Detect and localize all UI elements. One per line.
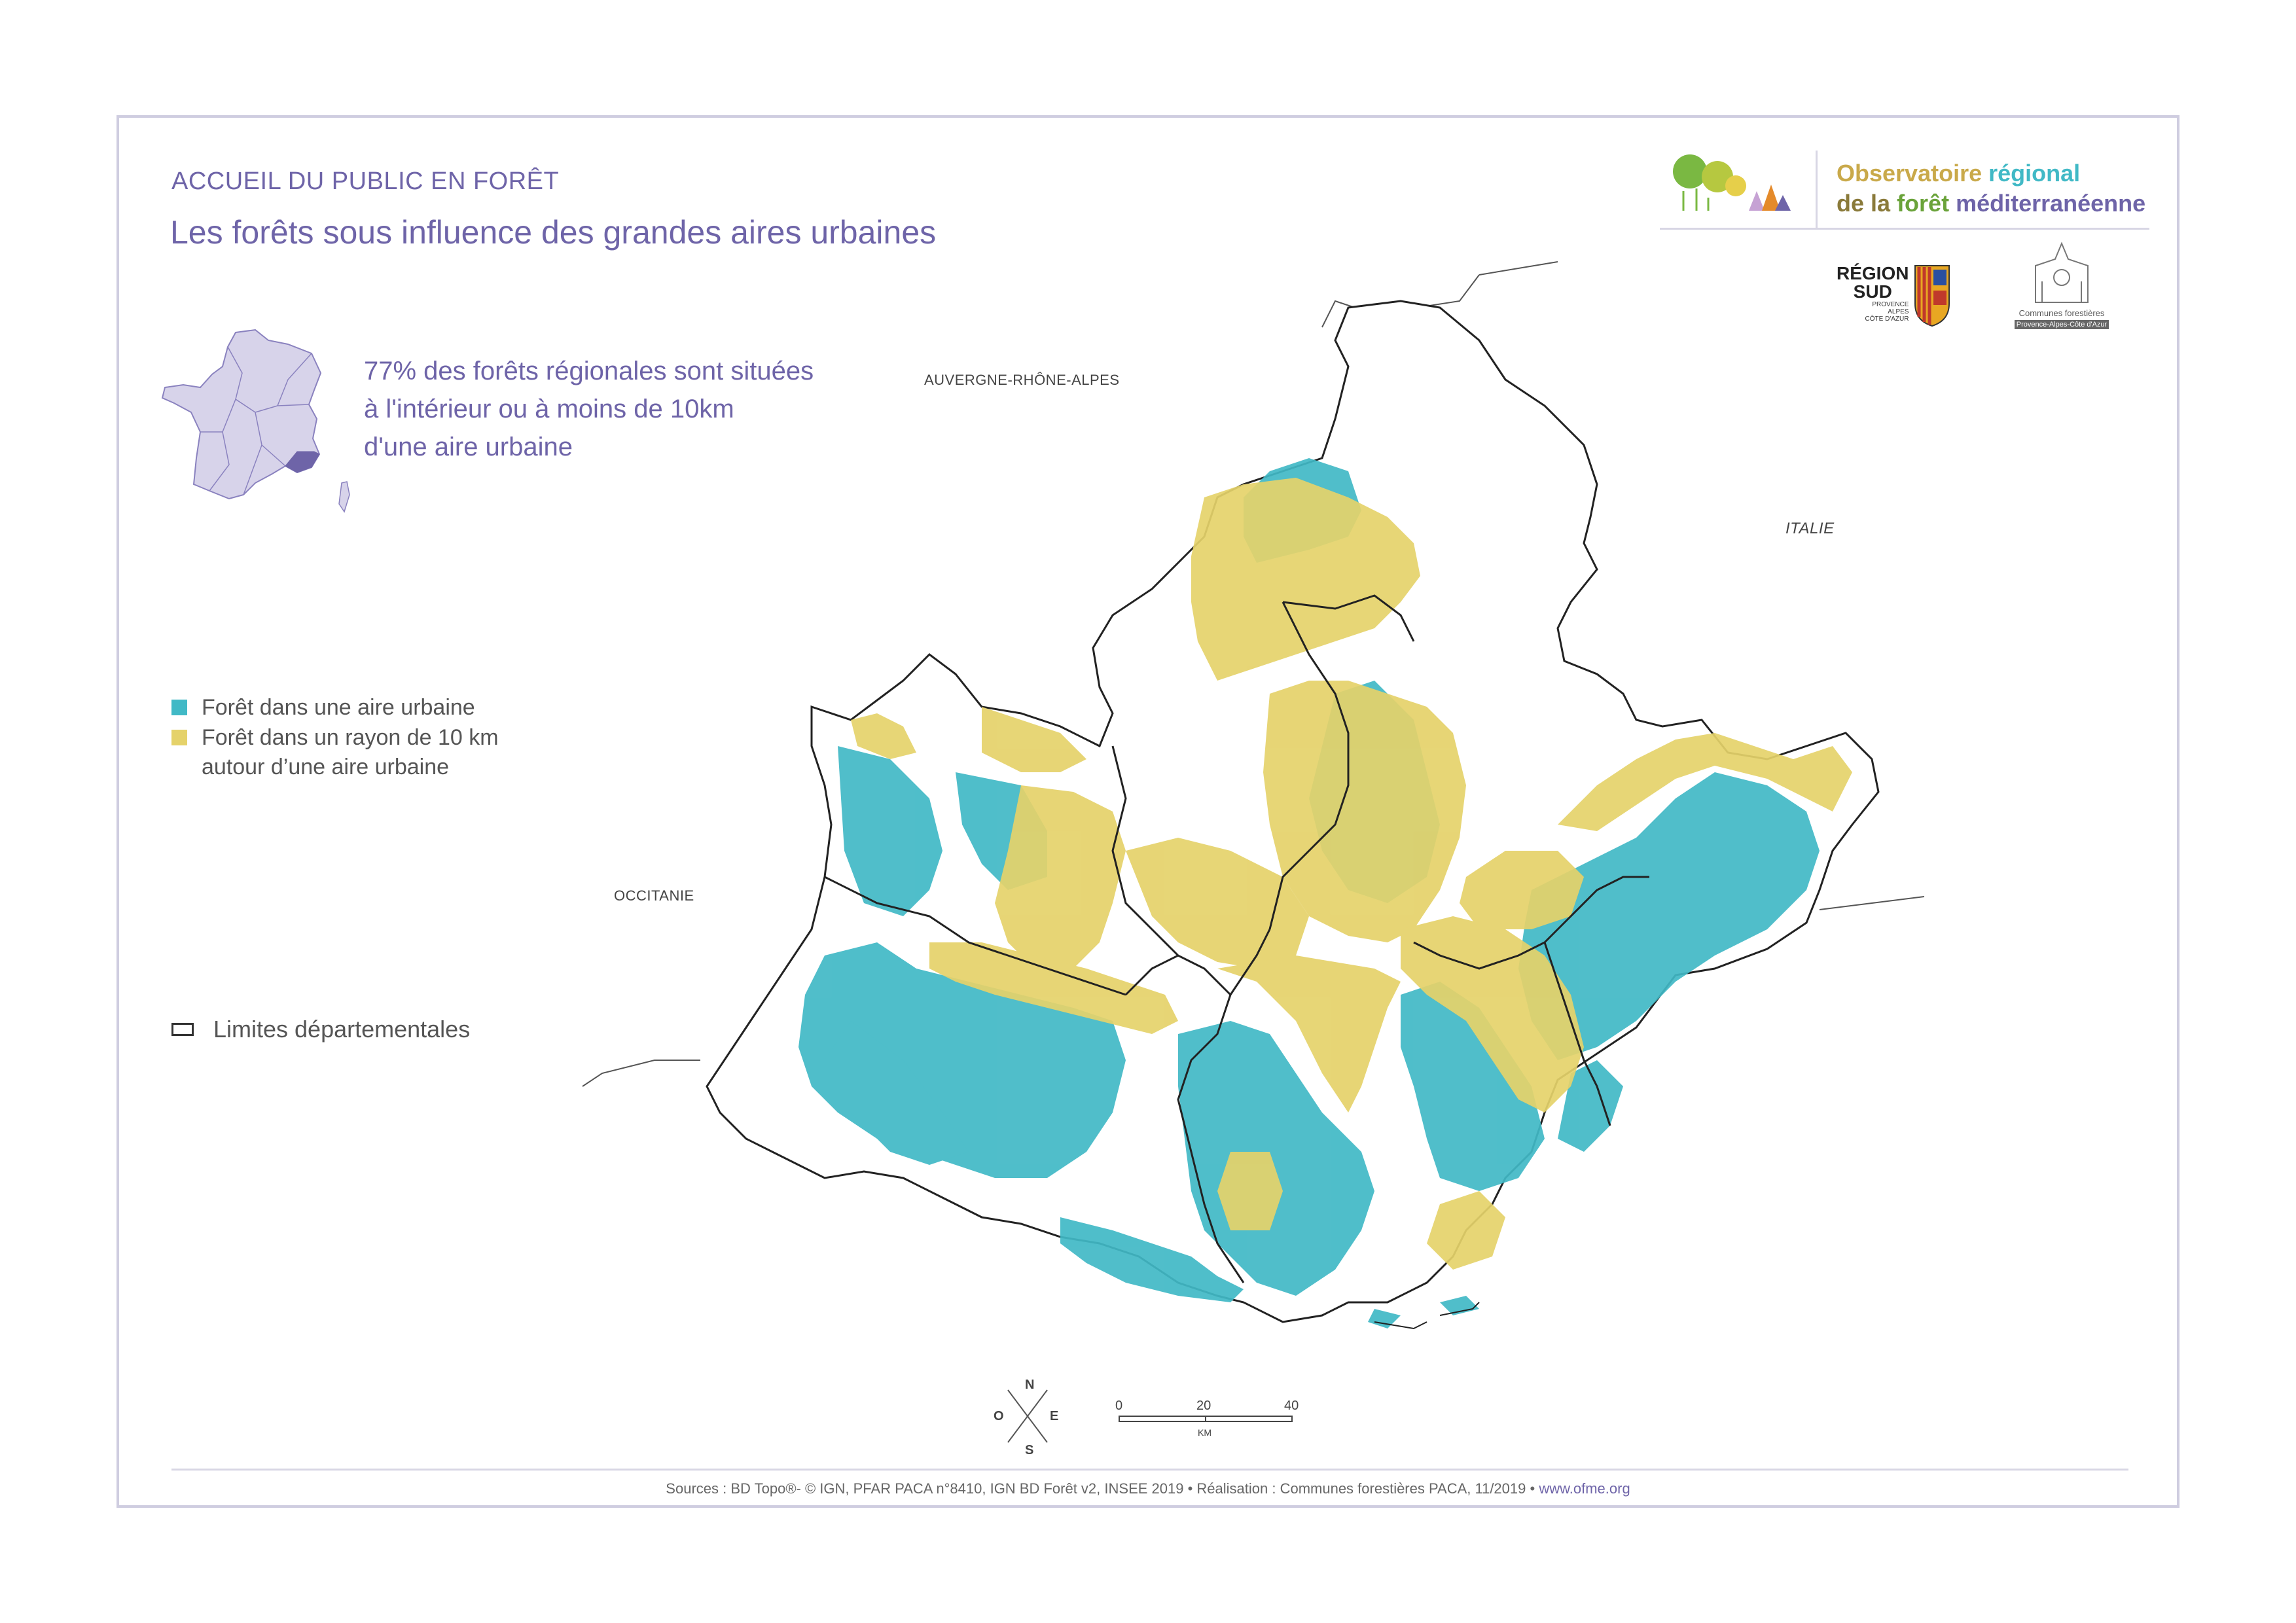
legend-label-limits: Limites départementales [213, 1016, 471, 1043]
scale-tick-40: 40 [1284, 1399, 1299, 1413]
communes-tag: Provence-Alpes-Côte d'Azur [2014, 320, 2109, 329]
legend-item-limits: Limites départementales [171, 1016, 470, 1043]
region-line-3: PROVENCE [1872, 301, 1909, 308]
buffer-forest-areas [851, 478, 1852, 1270]
logo-rule [1660, 228, 2149, 230]
compass-n: N [1025, 1378, 1034, 1392]
legend-item-buffer: Forêt dans un rayon de 10 km [171, 722, 499, 753]
communes-name: Communes forestières [2018, 308, 2105, 318]
label-occitanie: OCCITANIE [614, 887, 694, 904]
compass-s: S [1025, 1443, 1033, 1455]
page-frame [117, 115, 2179, 1508]
communes-building-icon [2035, 241, 2089, 303]
logo-separator [1816, 151, 1818, 228]
compass-e: E [1050, 1409, 1058, 1423]
stat-line-1: 77% des forêts régionales sont situées [364, 357, 814, 385]
stat-text: 77% des forêts régionales sont situées à… [364, 352, 814, 466]
urban-forest-swatch [171, 700, 187, 715]
communes-forestieres-logo: Communes forestières Provence-Alpes-Côte… [2004, 240, 2119, 330]
ofme-word-2: régional [1988, 160, 2081, 187]
label-auvergne: AUVERGNE-RHÔNE-ALPES [924, 372, 1120, 388]
footer-url[interactable]: www.ofme.org [1539, 1480, 1630, 1497]
map-title: Les forêts sous influence des grandes ai… [170, 214, 937, 251]
region-line-1: RÉGION [1837, 263, 1909, 283]
label-italie: ITALIE [1785, 520, 1835, 537]
limits-swatch [171, 1023, 194, 1036]
region-shield-icon [1914, 265, 1950, 327]
department-boundaries [824, 594, 1649, 1283]
region-line-5: CÔTE D'AZUR [1865, 315, 1909, 323]
scale-tick-0: 0 [1115, 1399, 1122, 1413]
ofme-word-4: forêt [1897, 190, 1950, 217]
region-line-2: SUD [1853, 281, 1892, 302]
compass-rose-icon: N S E O [994, 1378, 1058, 1455]
footer-sources: Sources : BD Topo®- © IGN, PFAR PACA n°8… [666, 1480, 1539, 1497]
footer-rule [171, 1469, 2128, 1471]
legend-label-buffer-1: Forêt dans un rayon de 10 km [202, 724, 499, 750]
ofme-word-3: de la [1837, 190, 1891, 217]
legend-item-urban: Forêt dans une aire urbaine [171, 692, 499, 722]
coast-islands [1374, 1302, 1480, 1330]
scale-tick-20: 20 [1196, 1399, 1211, 1413]
ofme-word-1: Observatoire [1837, 160, 1982, 187]
legend: Forêt dans une aire urbaine Forêt dans u… [171, 692, 499, 781]
corsica-shape [338, 481, 350, 513]
ofme-word-5: méditerranéenne [1956, 190, 2146, 217]
paca-highlight [285, 451, 320, 473]
france-locator-map [161, 329, 350, 513]
legend-label-urban: Forêt dans une aire urbaine [202, 694, 475, 720]
ofme-logo-icon [1673, 154, 1791, 211]
scale-unit: KM [1198, 1427, 1211, 1438]
stat-line-2: à l'intérieur ou à moins de 10km [364, 395, 734, 423]
region-line-4: ALPES [1888, 308, 1909, 315]
compass-o: O [994, 1409, 1004, 1423]
region-sud-logo: RÉGION SUD PROVENCE ALPES CÔTE D'AZUR [1837, 264, 1950, 327]
buffer-forest-swatch [171, 730, 187, 745]
map-kicker: ACCUEIL DU PUBLIC EN FORÊT [171, 168, 560, 195]
legend-label-buffer-2: autour d’une aire urbaine [202, 755, 450, 779]
scale-bar: 0 20 40 KM [1115, 1399, 1299, 1438]
stat-line-3: d'une aire urbaine [364, 433, 573, 461]
ofme-title: Observatoire régional de la forêt médite… [1837, 158, 2145, 219]
footer: Sources : BD Topo®- © IGN, PFAR PACA n°8… [0, 1480, 2296, 1497]
